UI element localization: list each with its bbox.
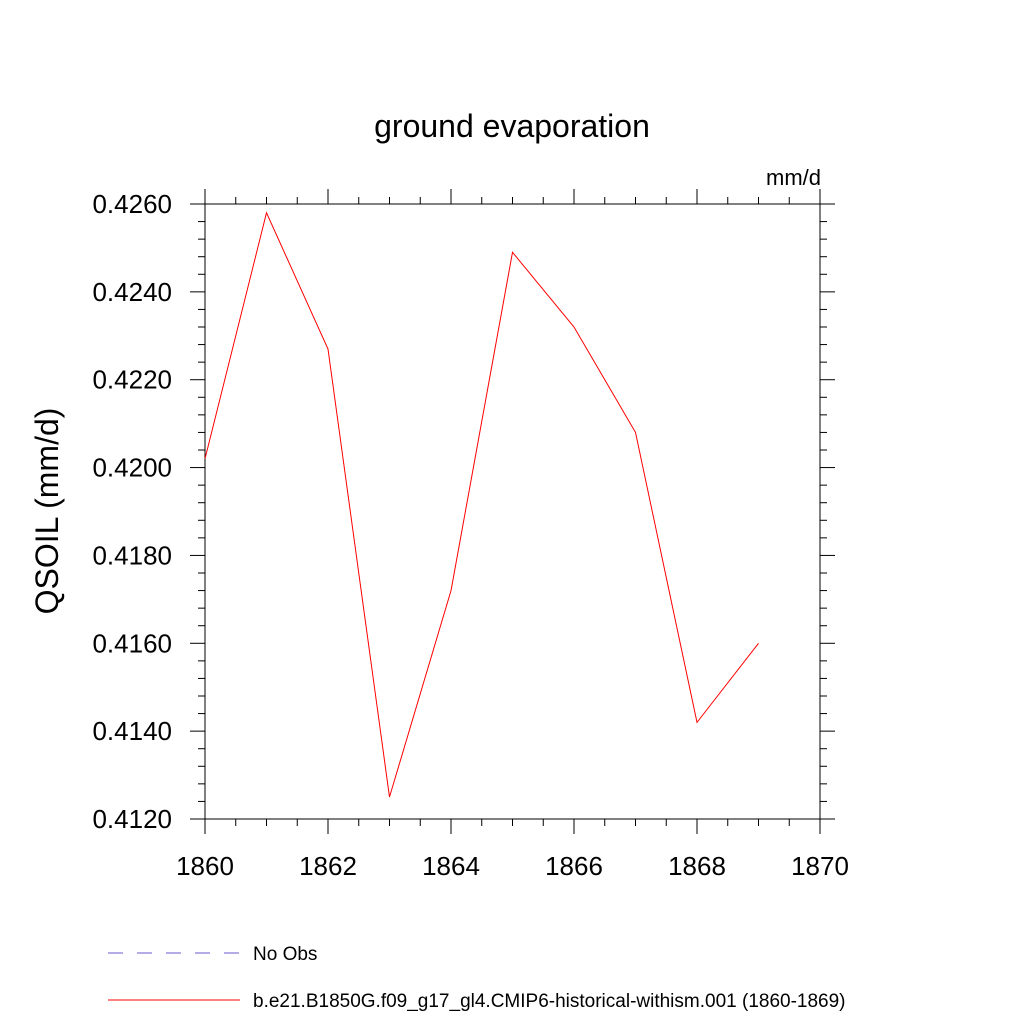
tick-labels: 1860 1862 1864 1866 1868 1870 0.4120 0.4140 0.41… xyxy=(92,189,848,881)
y-tick-label: 0.4140 xyxy=(92,716,172,746)
legend-label: b.e21.B1850G.f09_g17_gl4.CMIP6-historica… xyxy=(253,991,846,1012)
y-tick-label: 0.4200 xyxy=(92,453,172,483)
legend-item: No Obs xyxy=(108,944,317,965)
x-tick-label: 1862 xyxy=(299,851,357,881)
x-tick-label: 1860 xyxy=(176,851,234,881)
y-tick-label: 0.4120 xyxy=(92,804,172,834)
chart-title: ground evaporation xyxy=(374,108,650,144)
axis-ticks xyxy=(190,189,835,834)
y-tick-label: 0.4240 xyxy=(92,277,172,307)
series-line xyxy=(204,211,759,798)
legend-label: No Obs xyxy=(253,944,317,965)
legend: No Obs b.e21.B1850G.f09_g17_gl4.CMIP6-his… xyxy=(108,944,846,1012)
y-axis-label: QSOIL (mm/d) xyxy=(29,408,65,615)
x-tick-label: 1868 xyxy=(668,851,726,881)
units-label: mm/d xyxy=(766,165,821,190)
y-tick-label: 0.4180 xyxy=(92,540,172,570)
x-tick-label: 1866 xyxy=(545,851,603,881)
legend-item: b.e21.B1850G.f09_g17_gl4.CMIP6-historica… xyxy=(108,991,846,1012)
x-tick-label: 1870 xyxy=(791,851,849,881)
series-layer xyxy=(204,211,759,798)
y-tick-label: 0.4260 xyxy=(92,189,172,219)
y-tick-label: 0.4160 xyxy=(92,628,172,658)
y-tick-label: 0.4220 xyxy=(92,365,172,395)
x-tick-label: 1864 xyxy=(422,851,480,881)
plot-frame xyxy=(204,203,821,820)
